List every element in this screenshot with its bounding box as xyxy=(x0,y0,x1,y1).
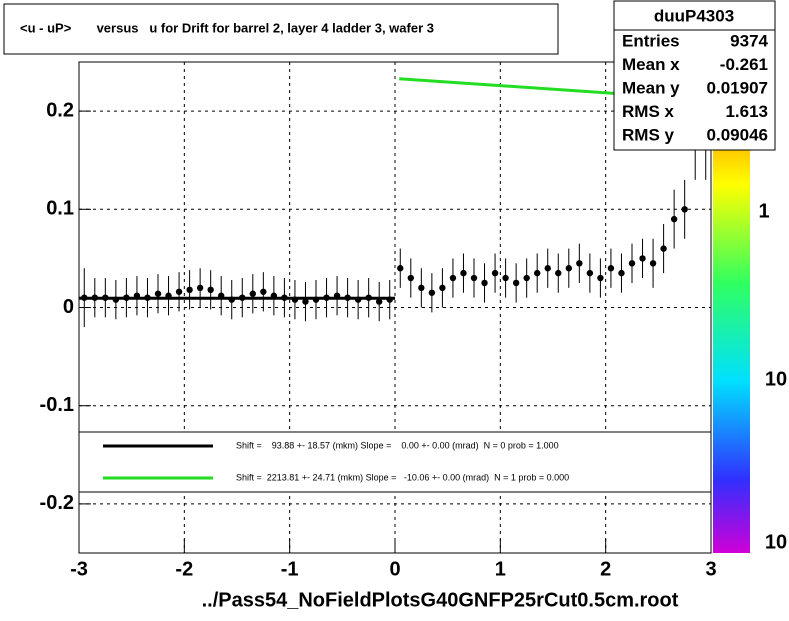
profile-point xyxy=(397,265,404,272)
x-tick-label: 2 xyxy=(600,558,611,580)
y-tick-label: 0 xyxy=(63,296,74,318)
x-tick-label: -3 xyxy=(70,558,88,580)
y-tick-label: 0.1 xyxy=(46,198,74,220)
profile-point xyxy=(449,274,457,282)
x-tick-label: -1 xyxy=(281,558,299,580)
colorbar-label: 10 xyxy=(765,531,787,553)
stats-box xyxy=(613,0,776,151)
profile-point xyxy=(418,284,425,292)
profile-point xyxy=(670,215,678,223)
stats-value: -0.261 xyxy=(720,55,768,74)
x-axis-label: ../Pass54_NoFieldPlotsG40GNFP25rCut0.5cm… xyxy=(202,589,679,611)
profile-point xyxy=(512,279,520,287)
profile-point xyxy=(428,289,436,296)
profile-point xyxy=(576,260,583,267)
x-tick-label: 0 xyxy=(389,558,400,580)
profile-point xyxy=(407,274,414,282)
profile-point xyxy=(534,269,541,277)
profile-point xyxy=(555,269,562,277)
stats-value: 1.613 xyxy=(725,102,768,121)
profile-point xyxy=(597,274,604,282)
profile-point xyxy=(376,298,383,305)
profile-point xyxy=(628,260,636,267)
x-tick-label: 3 xyxy=(705,558,716,580)
profile-point xyxy=(175,288,183,295)
profile-point xyxy=(439,284,446,292)
profile-point xyxy=(491,269,499,277)
profile-point xyxy=(639,255,646,262)
y-tick-label: -0.2 xyxy=(40,492,74,514)
profile-point xyxy=(649,260,657,267)
stats-label: RMS x xyxy=(622,102,675,121)
stats-label: Mean x xyxy=(622,55,680,74)
x-tick-label: 1 xyxy=(495,558,506,580)
stats-title: duuP4303 xyxy=(654,6,734,25)
profile-point xyxy=(544,265,551,272)
legend-label: Shift = 2213.81 +- 24.71 (mkm) Slope = -… xyxy=(236,472,569,482)
profile-point xyxy=(154,290,162,297)
stats-value: 0.09046 xyxy=(707,125,768,144)
profile-point xyxy=(481,279,488,287)
stats-value: 0.01907 xyxy=(707,78,768,97)
profile-point xyxy=(207,286,214,294)
stats-label: Mean y xyxy=(622,78,680,97)
profile-point xyxy=(618,269,625,277)
stats-label: RMS y xyxy=(622,125,675,144)
legend-box xyxy=(78,431,712,493)
colorbar-label: 10 xyxy=(765,368,787,390)
profile-point xyxy=(302,298,309,305)
profile-point xyxy=(260,288,267,295)
profile-point xyxy=(607,265,615,272)
profile-point xyxy=(460,269,467,277)
stats-value: 9374 xyxy=(730,31,768,50)
stats-label: Entries xyxy=(622,31,680,50)
profile-point xyxy=(660,245,667,252)
colorbar-label: 1 xyxy=(758,200,769,222)
y-tick-label: 0.2 xyxy=(46,99,74,121)
profile-point xyxy=(565,265,572,272)
profile-point xyxy=(470,274,478,282)
profile-point xyxy=(196,284,204,292)
x-tick-label: -2 xyxy=(175,558,193,580)
profile-point xyxy=(186,286,193,294)
chart-title: <u - uP> versus u for Drift for barrel 2… xyxy=(20,20,434,35)
profile-point xyxy=(523,274,530,282)
profile-point xyxy=(249,290,256,297)
profile-point xyxy=(586,269,594,277)
profile-point xyxy=(681,206,688,213)
profile-point xyxy=(502,274,509,282)
title-box xyxy=(3,3,559,55)
legend-label: Shift = 93.88 +- 18.57 (mkm) Slope = 0.0… xyxy=(236,440,559,450)
y-tick-label: -0.1 xyxy=(40,394,74,416)
